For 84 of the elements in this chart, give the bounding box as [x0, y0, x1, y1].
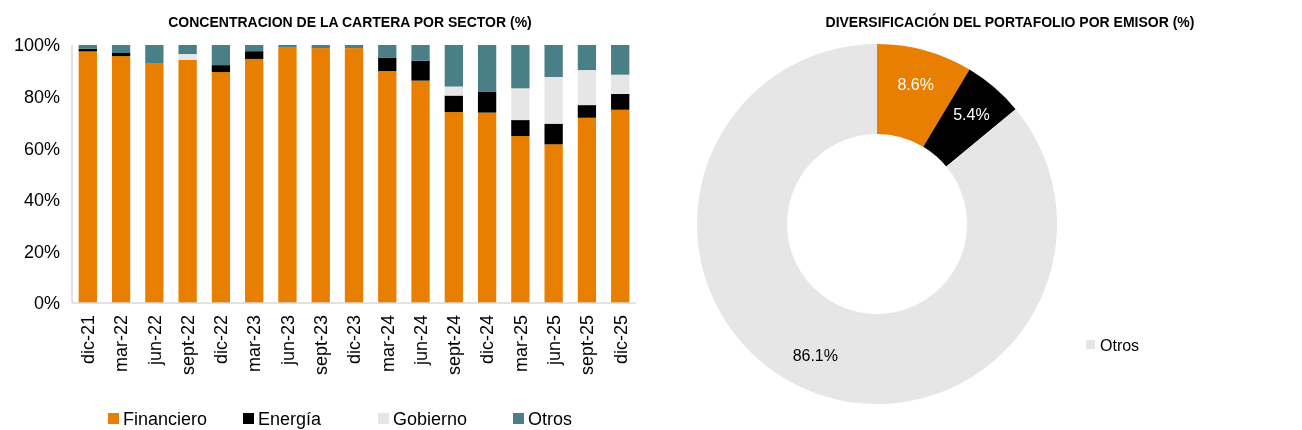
bar: [477, 45, 497, 92]
bar: [444, 86, 463, 96]
bar: [245, 51, 264, 59]
bar: [544, 144, 563, 303]
bar: [278, 47, 297, 303]
bar: [511, 88, 530, 121]
x-tick-label: mar-24: [377, 315, 398, 373]
data-label: 5.4%: [953, 105, 990, 123]
bar: [544, 45, 563, 77]
y-tick-label: 20%: [23, 241, 60, 262]
x-tick-label: sept-25: [577, 315, 598, 376]
x-tick-label: jun-23: [277, 315, 298, 367]
chart-title: CONCENTRACION DE LA CARTERA POR SECTOR (%): [168, 14, 532, 30]
bar: [577, 105, 597, 118]
bar: [211, 65, 231, 73]
y-tick-label: 80%: [23, 86, 60, 107]
bar: [577, 117, 597, 303]
donut-slice: [697, 44, 1057, 404]
x-tick-label: sept-23: [311, 315, 332, 376]
bar: [311, 48, 330, 303]
y-tick-label: 100%: [13, 35, 60, 56]
y-tick-label: 60%: [23, 138, 60, 159]
bar: [477, 112, 497, 303]
x-tick-label: dic-21: [78, 315, 99, 365]
bar: [145, 45, 164, 64]
x-tick-label: jun-24: [410, 315, 431, 367]
bar: [544, 123, 563, 145]
x-tick-label: dic-22: [211, 315, 232, 365]
bar: [511, 120, 530, 137]
bar: [278, 45, 297, 48]
bar: [411, 60, 430, 81]
bar: [611, 94, 630, 110]
bar: [444, 112, 463, 303]
bar: [511, 45, 530, 89]
x-tick-label: dic-25: [610, 315, 631, 365]
data-label: 86.1%: [792, 346, 839, 364]
bar: [145, 63, 164, 303]
x-tick-label: mar-22: [111, 315, 132, 373]
legend-label: Gobierno: [393, 409, 468, 430]
bar: [344, 45, 364, 49]
data-label: 8.6%: [897, 75, 934, 93]
bar: [411, 80, 430, 303]
legend-label: Otros: [1100, 336, 1140, 354]
x-tick-label: dic-24: [477, 315, 498, 365]
bar: [577, 45, 597, 71]
bar: [611, 109, 630, 303]
bar: [577, 70, 597, 106]
bar: [544, 76, 563, 124]
bar: [477, 91, 497, 113]
x-tick-label: sept-24: [444, 315, 465, 376]
bar: [178, 54, 197, 60]
bar: [444, 95, 463, 113]
bar: [311, 45, 330, 49]
bar: [411, 45, 430, 61]
y-tick-label: 0%: [33, 293, 60, 314]
bar: [111, 53, 131, 57]
bar: [611, 74, 630, 95]
chart-title: DIVERSIFICACIÓN DEL PORTAFOLIO POR EMISOR (%): [825, 13, 1195, 30]
bar: [245, 58, 264, 303]
bar: [611, 45, 630, 75]
x-tick-label: jun-22: [144, 315, 165, 367]
bar: [178, 59, 197, 303]
bar: [178, 45, 197, 55]
bar: [378, 57, 397, 72]
y-tick-label: 40%: [23, 190, 60, 211]
bar: [211, 72, 231, 303]
bar: [378, 45, 397, 58]
legend-label: Otros: [528, 409, 573, 430]
bar: [245, 45, 264, 52]
x-tick-label: mar-23: [244, 315, 265, 373]
x-tick-label: mar-25: [510, 315, 531, 373]
x-tick-label: jun-25: [543, 315, 564, 367]
bar: [78, 51, 97, 303]
x-tick-label: sept-22: [177, 315, 198, 376]
bar: [211, 45, 231, 66]
x-tick-label: dic-23: [344, 315, 365, 365]
bar: [378, 71, 397, 303]
legend-label: Financiero: [123, 409, 208, 430]
bar: [511, 136, 530, 303]
bar: [344, 48, 364, 303]
bar: [444, 45, 463, 87]
bar: [111, 45, 131, 53]
legend-label: Energía: [258, 409, 323, 430]
bar: [111, 56, 131, 303]
